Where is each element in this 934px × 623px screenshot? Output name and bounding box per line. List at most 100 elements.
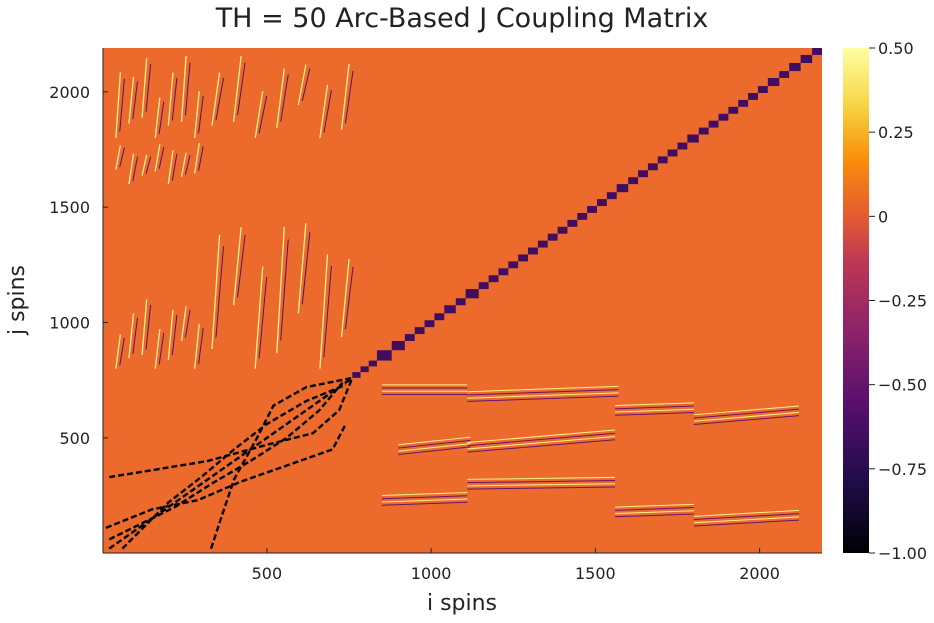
positive-coupling-streak	[115, 145, 122, 170]
positive-coupling-band	[467, 435, 616, 450]
negative-coupling-streak	[119, 337, 125, 366]
positive-coupling-streak	[141, 299, 148, 356]
negative-coupling-streak	[132, 81, 138, 119]
negative-coupling-streak	[158, 146, 165, 169]
positive-coupling-band	[693, 519, 800, 527]
x-tick-label: 2000	[739, 564, 780, 583]
negative-coupling-streak	[323, 90, 332, 133]
diagonal-block	[434, 313, 445, 321]
positive-coupling-streak	[180, 306, 187, 341]
negative-coupling-streak	[258, 276, 268, 359]
negative-coupling-streak	[198, 328, 204, 365]
diagonal-block	[748, 92, 758, 100]
positive-coupling-streak	[141, 58, 148, 118]
positive-coupling-band	[693, 516, 800, 524]
positive-coupling-streak	[180, 152, 187, 177]
positive-coupling-band	[467, 395, 619, 402]
diagonal-block	[718, 113, 729, 121]
y-tick-label: 1000	[49, 314, 90, 333]
positive-coupling-streak	[276, 68, 285, 128]
positive-coupling-streak	[193, 91, 200, 139]
diagonal-block	[376, 350, 392, 361]
negative-coupling-streak	[158, 101, 165, 134]
diagonal-block	[537, 240, 548, 248]
positive-coupling-streak	[254, 91, 264, 139]
positive-coupling-band	[381, 495, 468, 500]
x-tick-label: 500	[252, 564, 283, 583]
heatmap-content	[105, 48, 822, 550]
negative-coupling-streak	[198, 146, 204, 171]
positive-coupling-streak	[141, 154, 148, 176]
negative-coupling-streak	[280, 74, 289, 122]
x-tick-label: 1000	[411, 564, 452, 583]
positive-coupling-streak	[180, 56, 187, 122]
colorbar-tick-label: 0.50	[878, 39, 914, 58]
diagonal-block	[677, 142, 688, 150]
positive-coupling-band	[693, 509, 800, 517]
positive-coupling-band	[381, 501, 468, 506]
diagonal-block	[767, 77, 780, 87]
diagonal-block	[708, 120, 719, 128]
x-axis-label: i spins	[427, 591, 497, 616]
diagonal-block	[647, 163, 658, 171]
positive-coupling-band	[615, 510, 694, 515]
positive-coupling-streak	[115, 334, 122, 369]
colorbar	[843, 48, 869, 553]
positive-coupling-streak	[193, 143, 200, 174]
diagonal-block	[444, 305, 456, 314]
y-axis-ticks: 500 1000 1500 2000	[49, 83, 108, 448]
negative-coupling-streak	[198, 95, 204, 134]
negative-coupling-streak	[171, 314, 178, 356]
colorbar-tick-label: 0	[878, 207, 888, 226]
positive-coupling-streak	[128, 313, 135, 359]
positive-coupling-streak	[340, 259, 350, 338]
colorbar-tick-label: −0.50	[878, 376, 927, 395]
negative-coupling-streak	[145, 304, 152, 350]
negative-coupling-streak	[171, 77, 178, 121]
positive-coupling-band	[381, 498, 468, 503]
positive-coupling-band	[693, 415, 800, 425]
diagonal-block	[728, 106, 739, 114]
x-tick-label: 1500	[575, 564, 616, 583]
diagonal-block	[779, 71, 790, 78]
strong-coupling-curve	[108, 381, 344, 541]
negative-coupling-streak	[184, 309, 191, 338]
diagonal-block	[698, 127, 709, 135]
diagonal-block	[667, 149, 678, 157]
positive-coupling-streak	[340, 64, 350, 130]
positive-coupling-band	[398, 436, 471, 446]
diagonal-block	[424, 320, 435, 328]
positive-coupling-streak	[128, 153, 135, 185]
positive-coupling-streak	[211, 72, 221, 126]
positive-coupling-streak	[297, 223, 307, 314]
positive-coupling-band	[615, 408, 694, 413]
positive-coupling-band	[615, 405, 694, 410]
y-tick-label: 2000	[49, 83, 90, 102]
negative-coupling-streak	[258, 95, 268, 134]
negative-coupling-streak	[158, 332, 165, 365]
diagonal-block	[800, 54, 813, 63]
positive-coupling-streak	[319, 84, 329, 139]
diagonal-block	[577, 212, 588, 220]
diagonal-block	[465, 289, 479, 299]
positive-coupling-band	[467, 385, 619, 393]
positive-coupling-streak	[115, 72, 122, 139]
y-tick-label: 1500	[49, 198, 90, 217]
negative-coupling-streak	[171, 153, 178, 181]
diagonal-block	[616, 184, 629, 193]
colorbar-tick-label: −0.25	[878, 292, 927, 311]
strong-coupling-curve	[121, 383, 347, 550]
diagonal-block	[597, 199, 607, 207]
positive-coupling-band	[615, 513, 694, 518]
positive-coupling-band	[467, 483, 616, 487]
diagonal-block	[628, 177, 639, 185]
positive-coupling-band	[467, 476, 616, 480]
colorbar-tick-label: −0.75	[878, 460, 927, 479]
positive-coupling-band	[615, 402, 694, 407]
negative-coupling-streak	[215, 246, 224, 338]
diagonal-block	[455, 298, 466, 306]
negative-coupling-streak	[323, 265, 332, 358]
negative-coupling-streak	[119, 78, 125, 132]
positive-coupling-band	[615, 507, 694, 511]
